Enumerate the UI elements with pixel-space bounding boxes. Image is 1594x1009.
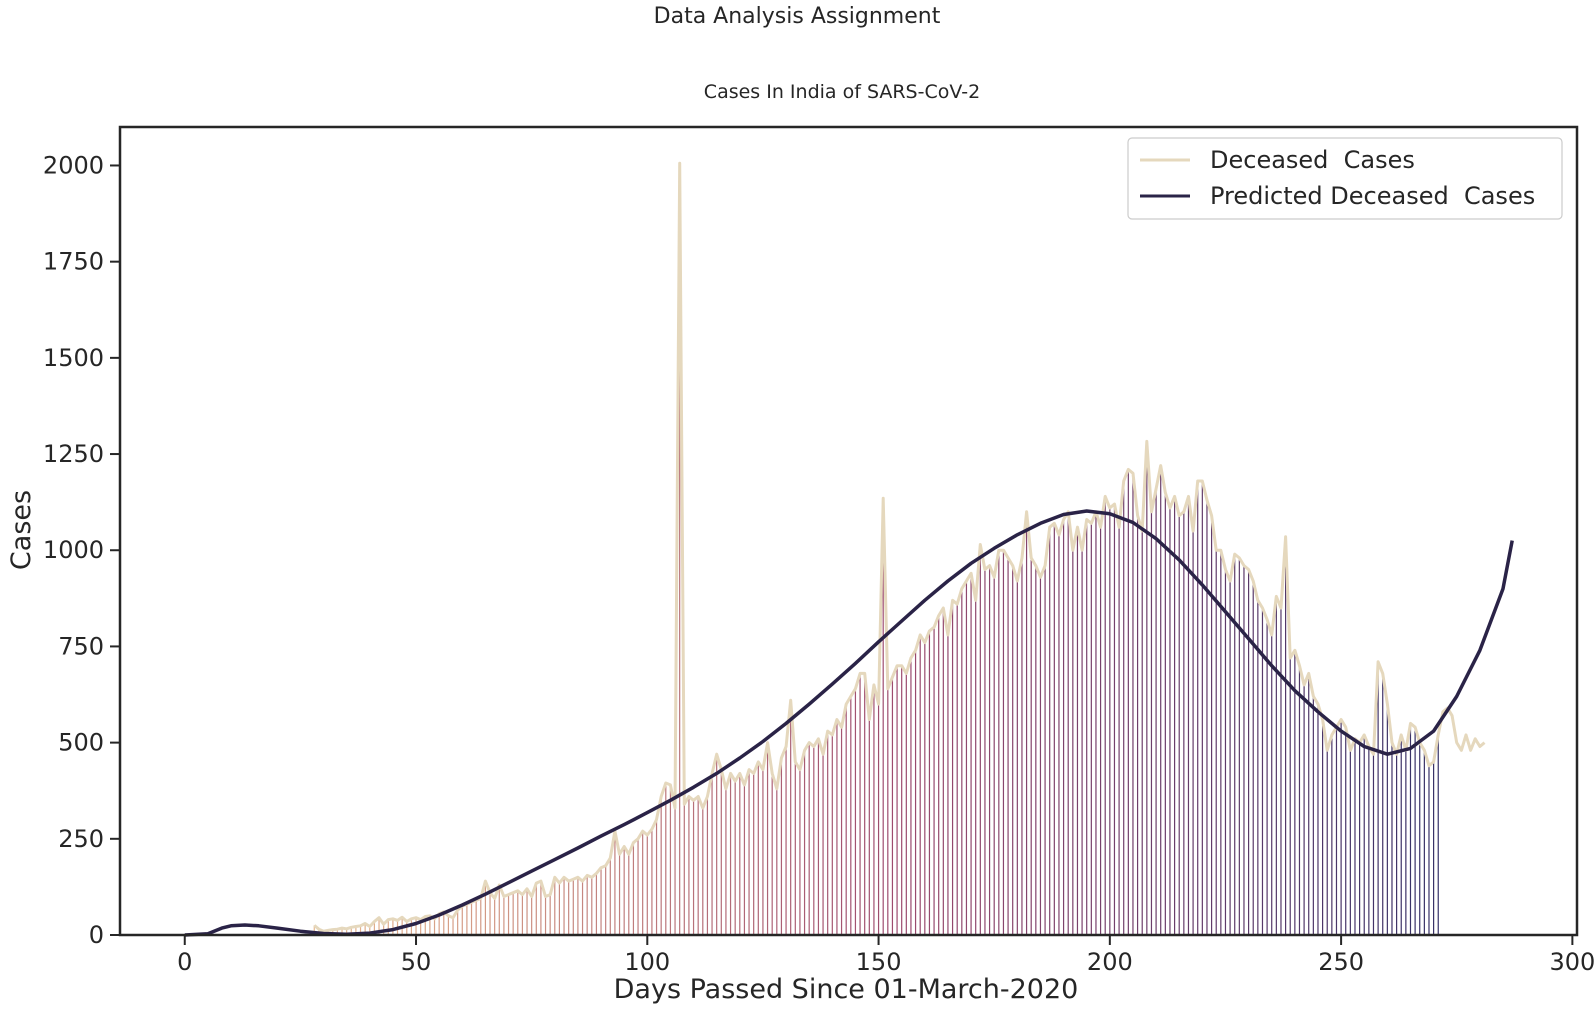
- y-tick-label: 1000: [43, 536, 104, 564]
- bars-layer: [313, 163, 1439, 935]
- x-tick-label: 300: [1549, 948, 1594, 976]
- y-tick-label: 500: [58, 729, 104, 757]
- y-tick-label: 2000: [43, 151, 104, 179]
- x-tick-label: 250: [1318, 948, 1364, 976]
- x-tick-label: 50: [401, 948, 432, 976]
- figure-suptitle: Data Analysis Assignment: [653, 4, 941, 29]
- y-tick-label: 750: [58, 632, 104, 660]
- series-line-deceased: [313, 161, 1486, 933]
- x-tick-label: 0: [177, 948, 192, 976]
- y-tick-label: 0: [89, 921, 104, 949]
- legend-frame: [1127, 137, 1563, 220]
- x-tick-label: 200: [1087, 948, 1133, 976]
- axes-layer: 0 50 100 150 200 250 300 0 250 500 750 1000 1250 1500…: [43, 125, 1594, 976]
- y-tick-label: 1500: [43, 344, 104, 372]
- y-tick-label: 1250: [43, 440, 104, 468]
- x-tick-label: 150: [856, 948, 902, 976]
- y-tick-label: 1750: [43, 248, 104, 276]
- x-axis-title: Days Passed Since 01-March-2020: [614, 974, 1079, 1005]
- x-tick-label: 100: [624, 948, 670, 976]
- y-axis-title: Cases: [6, 490, 37, 570]
- legend: Deceased Cases Predicted Deceased Cases: [1127, 137, 1563, 220]
- lines-layer: [184, 161, 1514, 937]
- legend-label-deceased: Deceased Cases: [1210, 146, 1415, 174]
- series-line-predicted: [184, 509, 1514, 937]
- plot-frame: [118, 125, 1579, 937]
- legend-label-predicted: Predicted Deceased Cases: [1210, 182, 1535, 210]
- chart-title: Cases In India of SARS-CoV-2: [704, 81, 980, 103]
- y-tick-label: 250: [58, 825, 104, 853]
